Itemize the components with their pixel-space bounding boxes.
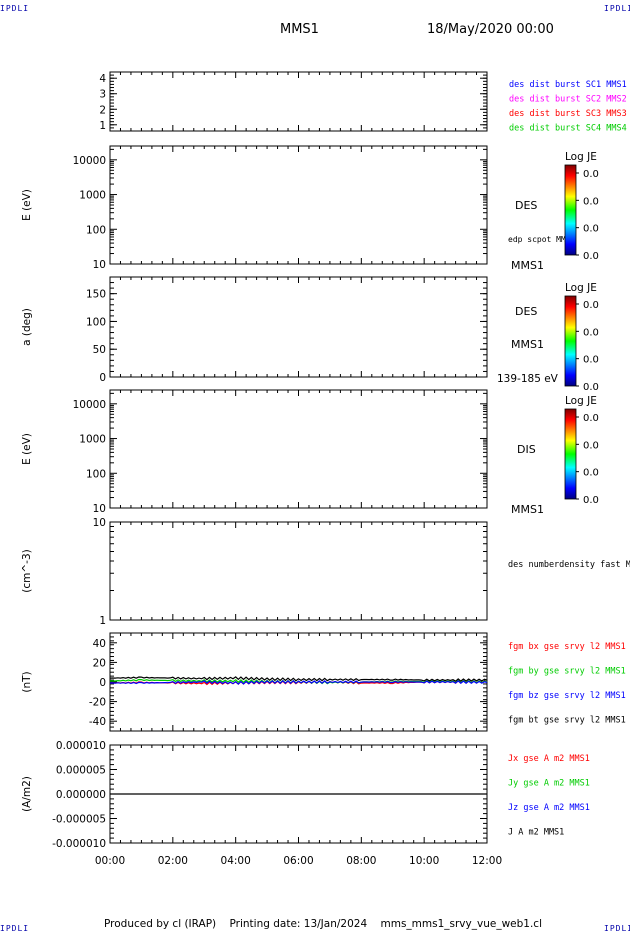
colorbar-title: Log JE xyxy=(565,395,597,407)
y-tick-label: 0 xyxy=(99,372,106,384)
x-tick-label: 10:00 xyxy=(409,855,439,867)
x-tick-label: 00:00 xyxy=(95,855,125,867)
y-tick-label: 100 xyxy=(86,468,106,480)
y-tick-label: 0.000010 xyxy=(56,740,106,752)
colorbar-label: 0.0 xyxy=(583,468,599,479)
y-tick-label: -40 xyxy=(89,716,106,728)
legend-entry: Jy gse A m2 MMS1 xyxy=(508,778,590,788)
colorbar-label: 0.0 xyxy=(583,495,599,506)
energy-range-label: 139-185 eV xyxy=(497,373,559,385)
colorbar-label: 0.0 xyxy=(583,169,599,180)
y-tick-label: 1000 xyxy=(79,434,106,446)
y-axis-label: E (eV) xyxy=(21,189,33,221)
y-axis-label: (cm^-3) xyxy=(21,549,33,592)
x-tick-label: 08:00 xyxy=(346,855,376,867)
panel-frame-dis-energy xyxy=(109,389,488,509)
panel-frame-des-pitch xyxy=(109,276,488,378)
y-tick-label: 1000 xyxy=(79,190,106,202)
legend-entry: fgm bz gse srvy l2 MMS1 xyxy=(508,691,626,701)
corner-label-br: IPDLI xyxy=(604,924,630,933)
y-tick-label: 40 xyxy=(93,638,106,650)
y-tick-label: 4 xyxy=(99,73,106,85)
y-tick-label: 100 xyxy=(86,316,106,328)
y-tick-label: 3 xyxy=(99,89,106,101)
legend-entry: des numberdensity fast MMS1 xyxy=(508,560,630,570)
y-tick-label: 1 xyxy=(99,615,106,627)
footer-file: mms_mms1_srvy_vue_web1.cl xyxy=(380,918,542,930)
footer-line: Produced by cl (IRAP) Printing date: 13/… xyxy=(104,918,542,930)
x-tick-label: 02:00 xyxy=(158,855,188,867)
x-tick-label: 04:00 xyxy=(221,855,251,867)
colorbar-label: 0.0 xyxy=(583,440,599,451)
y-tick-label: 150 xyxy=(86,289,106,301)
colorbar-label: 0.0 xyxy=(583,196,599,207)
colorbar xyxy=(564,164,577,256)
instrument-label: DES xyxy=(515,305,537,318)
colorbar-label: 0.0 xyxy=(583,327,599,338)
colorbar xyxy=(564,408,577,500)
colorbar-label: 0.0 xyxy=(583,251,599,262)
y-tick-label: 100 xyxy=(86,224,106,236)
date-title: 18/May/2020 00:00 xyxy=(427,22,554,37)
x-tick-label: 12:00 xyxy=(472,855,502,867)
spacecraft-title: MMS1 xyxy=(280,22,319,37)
panel-frame-des-energy xyxy=(109,145,488,265)
colorbar-label: 0.0 xyxy=(583,413,599,424)
y-tick-label: 0.000000 xyxy=(56,789,106,801)
y-axis-label: (nT) xyxy=(21,671,33,692)
colorbar-label: 0.0 xyxy=(583,224,599,235)
y-axis-label: a (deg) xyxy=(21,308,33,346)
colorbar-title: Log JE xyxy=(565,282,597,294)
corner-label-tl: IPDLI xyxy=(0,4,30,13)
series-line xyxy=(109,676,488,682)
colorbar-title: Log JE xyxy=(565,151,597,163)
legend-entry: J A m2 MMS1 xyxy=(508,827,564,837)
y-tick-label: 0 xyxy=(99,677,106,689)
colorbar-label: 0.0 xyxy=(583,300,599,311)
legend-entry: des dist burst SC3 MMS3 xyxy=(509,109,627,119)
y-tick-label: 10000 xyxy=(73,155,106,167)
colorbar-label: 0.0 xyxy=(583,382,599,393)
y-tick-label: -20 xyxy=(89,697,106,709)
colorbar-label: 0.0 xyxy=(583,355,599,366)
legend-entry: fgm by gse srvy l2 MMS1 xyxy=(508,666,626,676)
legend-entry: Jz gse A m2 MMS1 xyxy=(508,803,590,813)
y-tick-label: 10 xyxy=(93,259,106,271)
corner-label-tr: IPDLI xyxy=(604,4,630,13)
y-axis-label: (A/m2) xyxy=(21,776,33,812)
series-line xyxy=(109,679,488,685)
y-tick-label: 50 xyxy=(93,344,106,356)
legend-entry: des dist burst SC2 MMS2 xyxy=(509,95,627,105)
y-tick-label: 20 xyxy=(93,657,106,669)
spacecraft-label: MMS1 xyxy=(511,259,544,272)
y-tick-label: 1 xyxy=(99,120,106,132)
x-tick-label: 06:00 xyxy=(283,855,313,867)
spacecraft-label: MMS1 xyxy=(511,338,544,351)
instrument-label: DIS xyxy=(517,443,536,456)
y-axis-label: E (eV) xyxy=(21,433,33,465)
overlay-label: edp scpot MMS1 xyxy=(508,235,576,244)
y-tick-label: 0.000005 xyxy=(56,765,106,777)
spacecraft-label: MMS1 xyxy=(511,503,544,516)
legend-entry: Jx gse A m2 MMS1 xyxy=(508,754,590,764)
corner-label-bl: IPDLI xyxy=(0,924,30,933)
legend-entry: des dist burst SC1 MMS1 xyxy=(509,80,627,90)
y-tick-label: 10 xyxy=(93,517,106,529)
colorbar xyxy=(564,295,577,387)
y-tick-label: 10000 xyxy=(73,399,106,411)
panel-frame-density xyxy=(109,521,488,621)
legend-entry: fgm bt gse srvy l2 MMS1 xyxy=(508,715,626,725)
y-tick-label: -0.000010 xyxy=(52,838,106,850)
legend-entry: fgm bx gse srvy l2 MMS1 xyxy=(508,642,626,652)
y-tick-label: 2 xyxy=(99,104,106,116)
panel-frame-sc-availability xyxy=(109,71,488,132)
y-tick-label: 10 xyxy=(93,503,106,515)
y-tick-label: -0.000005 xyxy=(52,814,106,826)
footer-produced: Produced by cl (IRAP) xyxy=(104,918,217,930)
footer-printing: Printing date: 13/Jan/2024 xyxy=(229,918,368,930)
legend-entry: des dist burst SC4 MMS4 xyxy=(509,124,627,134)
instrument-label: DES xyxy=(515,199,537,212)
